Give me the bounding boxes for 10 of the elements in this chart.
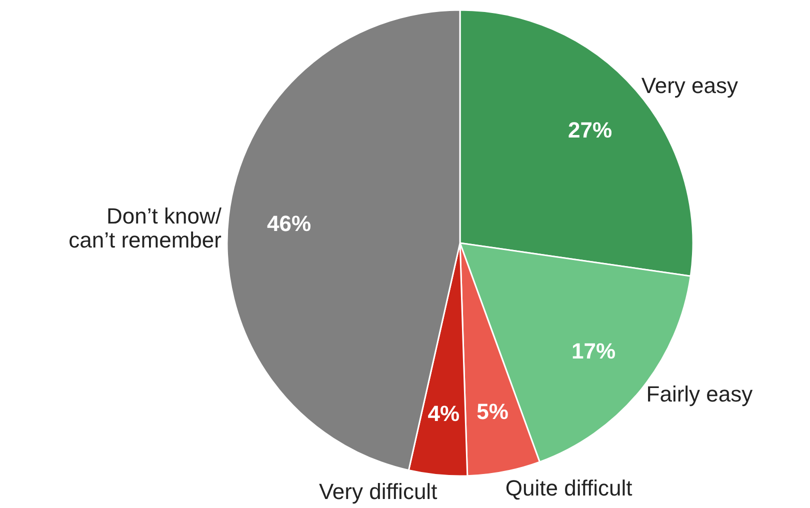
slice-label: Very easy (641, 72, 738, 98)
data-label: 46% (267, 210, 312, 236)
slice-label: Fairly easy (646, 381, 753, 406)
data-label: 5% (476, 398, 508, 424)
slice-label: Quite difficult (505, 476, 632, 501)
data-label: 4% (428, 401, 460, 426)
slice-label: Don’t know/ can’t remember (68, 203, 222, 252)
data-label: 17% (571, 338, 616, 364)
slice-label: Very difficult (318, 478, 438, 504)
data-label: 27% (568, 117, 612, 142)
